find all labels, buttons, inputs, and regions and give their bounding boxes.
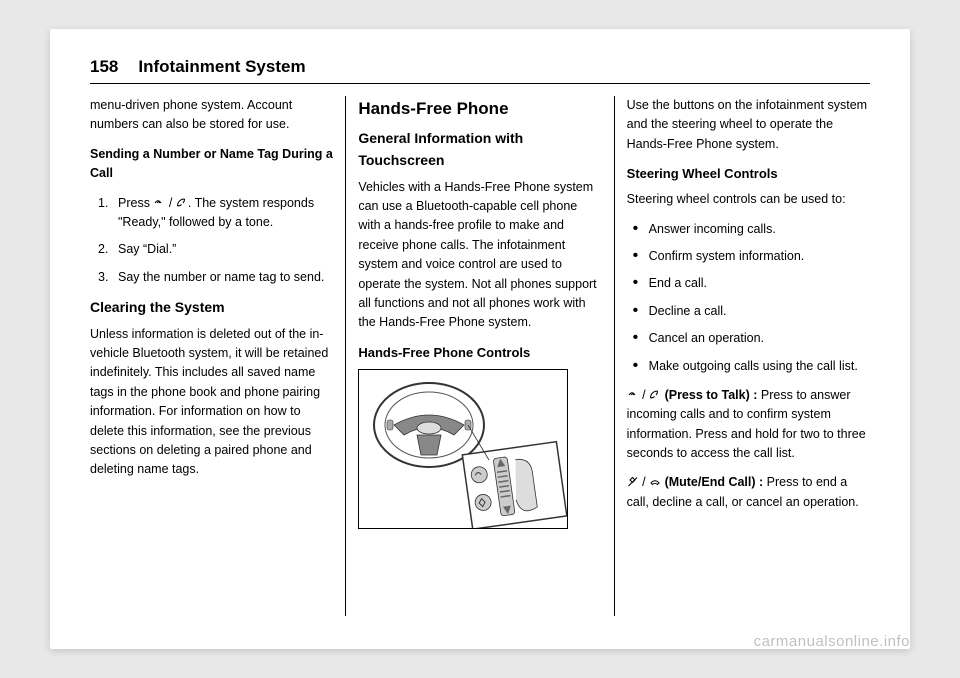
bullet-6: Make outgoing calls using the call list. (627, 357, 870, 376)
mute-label: (Mute/End Call) : (665, 475, 764, 489)
col2-h2: Hands-Free Phone (358, 96, 601, 122)
talk-icon (176, 197, 188, 209)
talk-icon (649, 389, 661, 401)
ptt-label: (Press to Talk) : (665, 388, 758, 402)
bullet-2: Confirm system information. (627, 247, 870, 266)
column-1: menu-driven phone system. Account number… (90, 96, 346, 616)
end-call-icon (649, 476, 661, 488)
watermark: carmanualsonline.info (754, 633, 910, 650)
col2-h3: General Information with Touchscreen (358, 128, 601, 171)
col1-sub2-title: Clearing the System (90, 297, 333, 319)
mute-end-para: / (Mute/End Call) : Press to end a call,… (627, 473, 870, 512)
col1-sub1-title: Sending a Number or Name Tag During a Ca… (90, 145, 333, 184)
voice-icon (153, 197, 165, 209)
section-title: Infotainment System (138, 57, 305, 77)
manual-page: 158 Infotainment System menu-driven phon… (50, 29, 910, 649)
step-2: Say “Dial.” (90, 240, 333, 259)
page-number: 158 (90, 57, 118, 77)
col1-steps: Press / . The system responds "Ready," f… (90, 194, 333, 288)
column-2: Hands-Free Phone General Information wit… (346, 96, 614, 616)
press-to-talk-para: / (Press to Talk) : Press to answer inco… (627, 386, 870, 464)
step-3: Say the number or name tag to send. (90, 268, 333, 287)
col3-lead: Steering wheel controls can be used to: (627, 190, 870, 209)
steering-wheel-figure (358, 369, 568, 529)
steering-wheel-illustration (359, 370, 568, 529)
voice-icon (627, 389, 639, 401)
column-3: Use the buttons on the infotainment syst… (615, 96, 870, 616)
step-1: Press / . The system responds "Ready," f… (90, 194, 333, 233)
col1-intro: menu-driven phone system. Account number… (90, 96, 333, 135)
col1-sub2-body: Unless information is deleted out of the… (90, 325, 333, 480)
mute-icon (627, 476, 639, 488)
bullet-1: Answer incoming calls. (627, 220, 870, 239)
col3-intro: Use the buttons on the infotainment syst… (627, 96, 870, 154)
bullet-5: Cancel an operation. (627, 329, 870, 348)
page-header: 158 Infotainment System (90, 57, 870, 84)
bullet-3: End a call. (627, 274, 870, 293)
content-columns: menu-driven phone system. Account number… (90, 96, 870, 616)
col3-h4: Steering Wheel Controls (627, 164, 870, 184)
bullet-4: Decline a call. (627, 302, 870, 321)
col2-body: Vehicles with a Hands-Free Phone system … (358, 178, 601, 333)
col2-h4: Hands-Free Phone Controls (358, 343, 601, 363)
col3-bullets: Answer incoming calls. Confirm system in… (627, 220, 870, 376)
